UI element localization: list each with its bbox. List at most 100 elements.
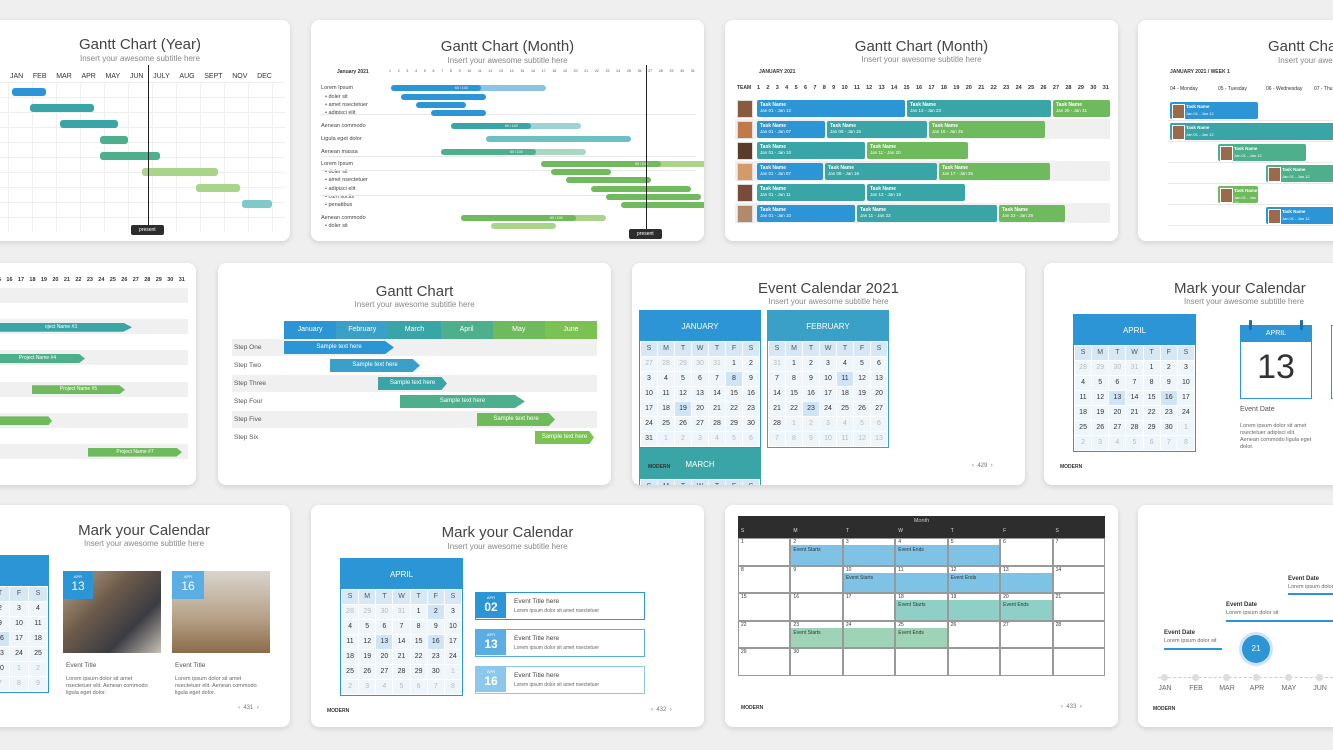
project-bar[interactable]: Project Name #5 <box>32 385 125 395</box>
day-cell[interactable]: 21 <box>393 650 410 664</box>
day-cell[interactable]: 2 <box>0 602 9 616</box>
gantt-bar[interactable] <box>431 110 486 116</box>
task-bar[interactable]: Task Name Jan 01 - Jan 12 <box>1170 123 1333 140</box>
day-cell[interactable]: 24 <box>10 647 28 661</box>
day-cell[interactable]: 31 <box>641 432 657 446</box>
day-cell[interactable]: 6 <box>376 620 393 634</box>
project-bar[interactable]: Project Name #7 <box>88 447 182 457</box>
day-cell[interactable] <box>947 565 1001 593</box>
day-cell[interactable] <box>738 620 791 648</box>
task-bar[interactable]: Task Name Jan 01 - Jan 12 <box>1170 102 1258 119</box>
gantt-bar[interactable] <box>12 88 46 96</box>
day-cell[interactable]: 15 <box>786 387 802 401</box>
day-cell[interactable] <box>1052 648 1105 676</box>
day-cell[interactable]: 26 <box>675 417 691 431</box>
day-cell[interactable]: 10 <box>10 617 28 631</box>
day-cell[interactable]: 9 <box>1160 376 1177 390</box>
day-cell[interactable]: 11 <box>837 372 853 386</box>
day-cell[interactable] <box>1052 538 1105 566</box>
day-cell[interactable]: 28 <box>769 417 785 431</box>
day-cell[interactable] <box>842 538 896 566</box>
step-bar[interactable]: Sample text here <box>378 377 447 390</box>
day-cell[interactable]: 24 <box>820 402 836 416</box>
day-cell[interactable]: 22 <box>786 402 802 416</box>
task-bar[interactable]: Task Name Jan 08 - Jan 15 <box>827 121 927 138</box>
day-cell[interactable]: 6 <box>692 372 708 386</box>
day-cell[interactable]: 4 <box>376 680 393 694</box>
day-cell[interactable] <box>895 620 948 648</box>
day-cell[interactable]: 25 <box>342 665 359 679</box>
task-bar[interactable]: Task Name Jan 01 - Jan 07 <box>757 121 825 138</box>
event-block[interactable] <box>895 627 948 647</box>
day-cell[interactable]: 1 <box>786 417 802 431</box>
event-block[interactable] <box>1000 572 1053 592</box>
day-cell[interactable]: 14 <box>769 387 785 401</box>
day-cell[interactable]: 8 <box>1143 376 1160 390</box>
day-cell[interactable]: 31 <box>1126 361 1143 375</box>
task-bar[interactable]: Task Name Jan 17 - Jan 25 <box>939 163 1050 180</box>
task-bar[interactable]: Task Name Jan 12 - Jan 18 <box>867 184 965 201</box>
day-cell[interactable]: 30 <box>1109 361 1126 375</box>
day-cell[interactable]: 13 <box>871 432 887 446</box>
day-cell[interactable]: 28 <box>658 357 674 371</box>
task-bar[interactable]: Task Name Jan 01 - Jan 10 <box>757 142 865 159</box>
timeline-marker[interactable]: 21 <box>1242 635 1270 663</box>
day-cell[interactable]: 8 <box>786 372 802 386</box>
day-cell[interactable]: 28 <box>393 665 410 679</box>
day-cell[interactable]: 21 <box>769 402 785 416</box>
day-cell[interactable]: 27 <box>376 665 393 679</box>
day-cell[interactable]: 13 <box>1109 391 1126 405</box>
day-cell[interactable]: 15 <box>410 635 427 649</box>
task-bar[interactable]: Task Name Jan 13 - Jan 23 <box>907 100 1051 117</box>
day-cell[interactable]: 24 <box>1177 406 1194 420</box>
task-bar[interactable]: Task Name Jan 01 - Jan 10 <box>757 205 855 222</box>
pager[interactable]: ‹ 433 › <box>1061 704 1082 710</box>
gantt-bar[interactable] <box>30 104 94 112</box>
day-cell[interactable]: 5 <box>359 620 376 634</box>
gantt-progress[interactable] <box>451 123 531 129</box>
day-cell[interactable]: 24 <box>641 417 657 431</box>
day-cell[interactable] <box>790 565 843 593</box>
day-cell[interactable]: 8 <box>444 680 461 694</box>
day-cell[interactable]: 7 <box>709 372 725 386</box>
day-cell[interactable]: 3 <box>641 372 657 386</box>
day-cell[interactable]: 18 <box>342 650 359 664</box>
task-bar[interactable]: Task Name Jan 01 - Jan 11 <box>757 184 865 201</box>
day-cell[interactable]: 2 <box>1160 361 1177 375</box>
day-cell[interactable] <box>790 648 843 676</box>
day-cell[interactable]: 27 <box>1109 421 1126 435</box>
day-cell[interactable]: 2 <box>743 357 759 371</box>
task-bar[interactable]: Task Name Jan 01 - Jan 12 <box>757 100 905 117</box>
gantt-bar[interactable] <box>142 168 218 176</box>
gantt-progress[interactable] <box>441 149 536 155</box>
day-cell[interactable]: 10 <box>641 387 657 401</box>
day-cell[interactable]: 6 <box>743 432 759 446</box>
day-cell[interactable]: 17 <box>641 402 657 416</box>
day-cell[interactable] <box>947 593 1001 621</box>
slide-gantt-month-1[interactable]: Gantt Chart (Month) Insert your awesome … <box>311 20 704 241</box>
day-cell[interactable]: 21 <box>709 402 725 416</box>
day-cell[interactable]: 19 <box>1092 406 1109 420</box>
day-cell[interactable] <box>895 593 948 621</box>
day-cell[interactable]: 24 <box>444 650 461 664</box>
day-cell[interactable]: 30 <box>427 665 444 679</box>
day-cell[interactable]: 1 <box>786 357 802 371</box>
slide-gantt-year[interactable]: Gantt Chart (Year) Insert your awesome s… <box>0 20 290 241</box>
day-cell[interactable]: 17 <box>1177 391 1194 405</box>
day-cell[interactable]: 30 <box>1160 421 1177 435</box>
day-cell[interactable]: 4 <box>837 417 853 431</box>
slide-event-calendar[interactable]: Event Calendar 2021 Insert your awesome … <box>632 263 1025 485</box>
day-cell[interactable]: 11 <box>29 617 47 631</box>
task-bar[interactable]: Task Name Jan 01 - Jan 07 <box>757 163 823 180</box>
day-cell[interactable]: 29 <box>1092 361 1109 375</box>
day-cell[interactable]: 20 <box>376 650 393 664</box>
day-cell[interactable] <box>790 620 843 648</box>
day-cell[interactable]: 30 <box>0 662 9 676</box>
day-cell[interactable]: 2 <box>29 662 47 676</box>
day-cell[interactable] <box>1000 648 1053 676</box>
day-cell[interactable] <box>947 648 1001 676</box>
day-cell[interactable]: 23 <box>743 402 759 416</box>
day-cell[interactable]: 3 <box>359 680 376 694</box>
day-cell[interactable]: 10 <box>820 432 836 446</box>
day-cell[interactable] <box>842 620 896 648</box>
